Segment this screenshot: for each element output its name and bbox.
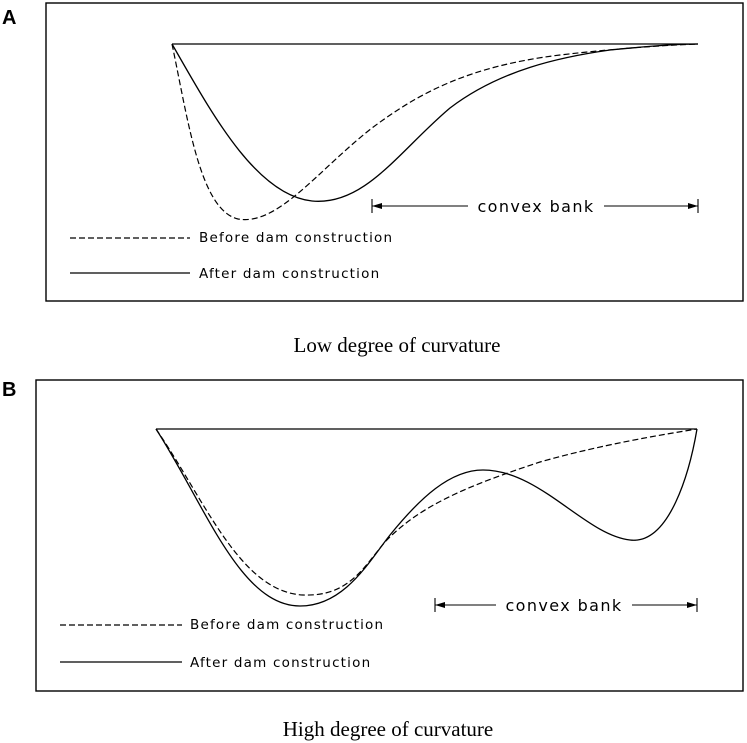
panel-b-after-profile [155, 428, 698, 607]
legend-after-label: After dam construction [199, 266, 380, 282]
panel-b-legend: Before dam construction After dam constr… [60, 617, 384, 671]
panel-b-frame [35, 379, 744, 692]
panel-a-convex-bank-dimension: convex bank [371, 197, 699, 216]
panel-a: A convex bank Before dam construction Af… [2, 2, 744, 357]
panel-a-legend: Before dam construction After dam constr… [70, 230, 393, 282]
panel-a-caption: Low degree of curvature [294, 333, 501, 357]
panel-a-convex-bank-label: convex bank [477, 197, 594, 216]
legend-after-label: After dam construction [190, 655, 371, 671]
dimension-arrow-left [372, 203, 382, 209]
legend-before-label: Before dam construction [190, 617, 384, 633]
dimension-arrow-right [688, 203, 698, 209]
panel-b-convex-bank-label: convex bank [505, 596, 622, 615]
legend-before-label: Before dam construction [199, 230, 393, 246]
panel-b: B convex bank Before dam construction Af… [2, 379, 744, 741]
panel-a-letter: A [2, 7, 16, 29]
panel-a-before-profile [171, 43, 699, 221]
panel-a-after-profile [171, 43, 699, 202]
panel-b-before-profile [155, 428, 698, 596]
dimension-arrow-left [435, 602, 445, 608]
panel-b-caption: High degree of curvature [283, 717, 493, 741]
dimension-arrow-right [687, 602, 697, 608]
panel-b-convex-bank-dimension: convex bank [434, 596, 698, 615]
panel-a-frame [45, 2, 744, 302]
panel-b-letter: B [2, 379, 16, 401]
